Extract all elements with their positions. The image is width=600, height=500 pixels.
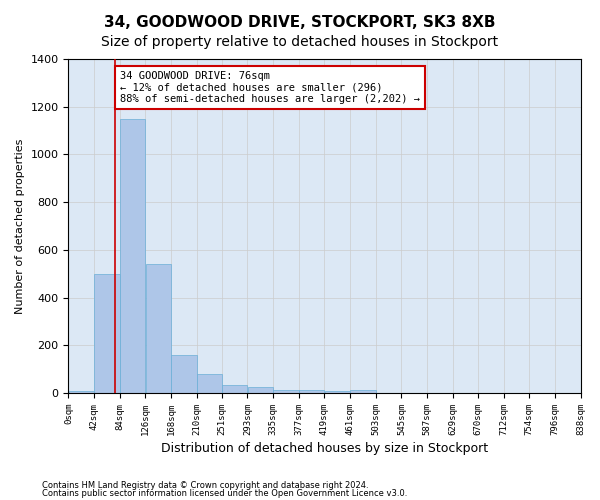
Bar xyxy=(325,390,350,393)
Bar xyxy=(299,390,324,393)
Y-axis label: Number of detached properties: Number of detached properties xyxy=(15,138,25,314)
Bar xyxy=(68,390,94,393)
Text: Size of property relative to detached houses in Stockport: Size of property relative to detached ho… xyxy=(101,35,499,49)
Bar xyxy=(197,374,221,393)
Bar xyxy=(350,390,376,393)
Text: 34 GOODWOOD DRIVE: 76sqm
← 12% of detached houses are smaller (296)
88% of semi-: 34 GOODWOOD DRIVE: 76sqm ← 12% of detach… xyxy=(120,71,420,104)
Bar xyxy=(222,384,247,393)
Bar xyxy=(171,355,197,393)
Bar xyxy=(146,264,171,393)
Bar xyxy=(94,274,119,393)
Text: Contains public sector information licensed under the Open Government Licence v3: Contains public sector information licen… xyxy=(42,489,407,498)
Bar xyxy=(273,390,299,393)
Text: Contains HM Land Registry data © Crown copyright and database right 2024.: Contains HM Land Registry data © Crown c… xyxy=(42,480,368,490)
Bar xyxy=(120,118,145,393)
X-axis label: Distribution of detached houses by size in Stockport: Distribution of detached houses by size … xyxy=(161,442,488,455)
Bar xyxy=(248,387,273,393)
Text: 34, GOODWOOD DRIVE, STOCKPORT, SK3 8XB: 34, GOODWOOD DRIVE, STOCKPORT, SK3 8XB xyxy=(104,15,496,30)
